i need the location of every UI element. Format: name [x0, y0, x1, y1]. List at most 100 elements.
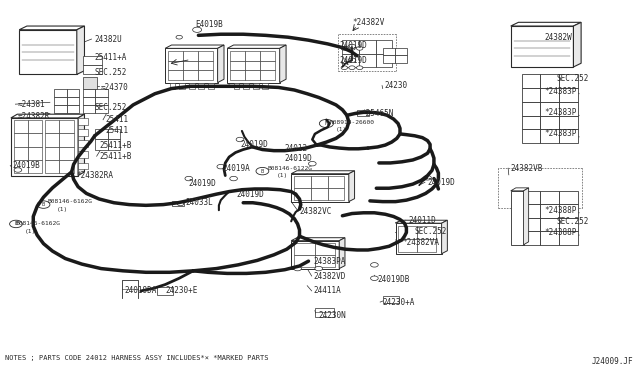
Bar [157, 287, 173, 295]
Bar [291, 174, 349, 202]
Text: 24411A: 24411A [314, 286, 341, 295]
Polygon shape [280, 45, 286, 83]
Bar [559, 88, 578, 102]
Text: *25465N: *25465N [362, 109, 394, 118]
Bar [83, 105, 95, 113]
Polygon shape [442, 220, 447, 254]
Bar [245, 61, 260, 70]
Circle shape [371, 276, 378, 280]
Bar [168, 70, 183, 80]
Bar [198, 61, 213, 70]
Circle shape [348, 58, 356, 62]
Text: 24382U: 24382U [94, 35, 122, 44]
Circle shape [356, 66, 363, 70]
Polygon shape [511, 22, 581, 26]
Bar [396, 223, 442, 254]
Bar [359, 40, 376, 54]
Bar [189, 83, 195, 89]
Bar [522, 116, 540, 129]
Text: 24011D: 24011D [408, 216, 436, 225]
Text: SEC.252: SEC.252 [557, 74, 589, 83]
Text: *24383P: *24383P [544, 129, 577, 138]
Bar [383, 55, 395, 63]
Bar [168, 61, 183, 70]
Polygon shape [218, 45, 224, 83]
Bar [54, 97, 67, 105]
Text: 24019DA: 24019DA [125, 286, 157, 295]
Bar [522, 191, 540, 204]
Bar [294, 243, 315, 255]
Bar [417, 239, 436, 252]
Circle shape [424, 176, 431, 180]
Bar [522, 129, 540, 143]
Bar [522, 88, 540, 102]
Bar [14, 134, 28, 147]
Text: 24033L: 24033L [186, 198, 213, 207]
Text: 24019D: 24019D [237, 190, 264, 199]
Text: *24388P: *24388P [544, 206, 577, 215]
Bar [342, 54, 359, 67]
Bar [328, 176, 344, 188]
Text: *24382V: *24382V [352, 18, 385, 27]
Bar [540, 191, 559, 204]
Bar [540, 88, 559, 102]
Bar [14, 160, 28, 173]
Bar [294, 188, 311, 200]
Bar [398, 239, 417, 252]
Bar [342, 40, 359, 54]
Text: ≂24370: ≂24370 [101, 83, 129, 92]
Bar [315, 243, 335, 255]
Text: N08914-26600: N08914-26600 [330, 119, 374, 125]
Text: 24019A: 24019A [223, 164, 250, 173]
Bar [417, 226, 436, 239]
Text: *24382VA: *24382VA [402, 238, 439, 247]
Bar [540, 231, 559, 245]
Bar [78, 118, 88, 125]
Bar [198, 70, 213, 80]
Bar [294, 255, 315, 267]
Circle shape [10, 220, 22, 228]
Text: 25411: 25411 [106, 115, 129, 124]
Bar [230, 70, 245, 80]
Text: B: B [14, 221, 18, 227]
Bar [45, 134, 60, 147]
Bar [60, 147, 74, 160]
Bar [260, 70, 275, 80]
Polygon shape [573, 22, 581, 67]
Text: 25411+A: 25411+A [94, 53, 127, 62]
Text: (1): (1) [336, 127, 348, 132]
Bar [376, 54, 392, 67]
Bar [78, 163, 88, 169]
Circle shape [37, 201, 50, 208]
Bar [311, 176, 328, 188]
Bar [511, 191, 524, 245]
Bar [260, 61, 275, 70]
Bar [95, 140, 108, 150]
Text: SEC.252: SEC.252 [557, 217, 589, 226]
Text: 24012: 24012 [285, 144, 308, 153]
Polygon shape [78, 114, 84, 176]
Bar [559, 116, 578, 129]
Bar [383, 296, 399, 303]
Text: 25411+B: 25411+B [99, 152, 132, 161]
Text: 24230: 24230 [384, 81, 407, 90]
Bar [395, 55, 407, 63]
Circle shape [371, 263, 378, 267]
Bar [315, 255, 335, 267]
Bar [183, 61, 198, 70]
Text: 25411+B: 25411+B [99, 141, 132, 150]
Bar [83, 56, 102, 65]
Bar [54, 105, 67, 113]
Text: (1): (1) [24, 229, 36, 234]
Bar [230, 51, 245, 61]
Bar [522, 218, 540, 231]
Text: *24383P: *24383P [544, 87, 577, 96]
Bar [28, 147, 42, 160]
Bar [522, 231, 540, 245]
Text: B08146-6122G: B08146-6122G [268, 166, 312, 171]
Bar [67, 89, 79, 97]
Bar [19, 30, 77, 74]
Text: 24019D: 24019D [339, 56, 367, 65]
Bar [359, 54, 376, 67]
Bar [45, 120, 60, 134]
